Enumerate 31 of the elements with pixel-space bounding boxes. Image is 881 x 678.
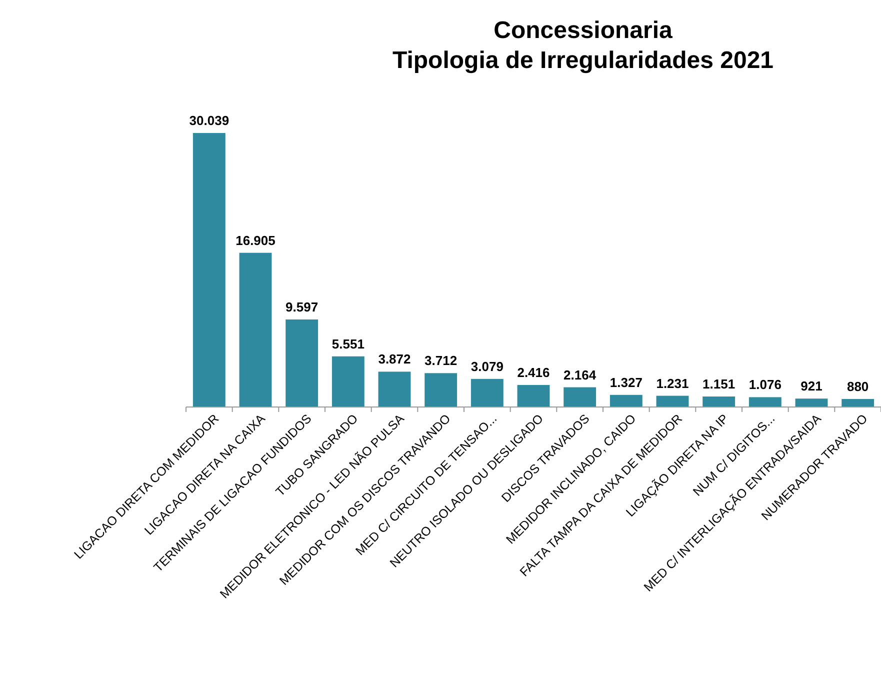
bar xyxy=(610,394,642,407)
data-label: 3.872 xyxy=(378,352,411,367)
data-label: 1.151 xyxy=(702,376,736,392)
data-label: 880 xyxy=(846,378,869,394)
data-label: 1.231 xyxy=(656,376,689,391)
bar xyxy=(748,397,782,407)
data-label: 2.164 xyxy=(564,367,597,382)
data-label: 2.416 xyxy=(517,364,550,380)
data-label: 1.327 xyxy=(610,374,642,390)
data-label: 5.551 xyxy=(332,336,364,352)
data-label: 921 xyxy=(800,378,822,394)
data-label: 9.597 xyxy=(286,299,318,314)
bar xyxy=(702,396,736,407)
bar xyxy=(564,387,596,407)
data-label: 16.905 xyxy=(236,232,276,248)
bar xyxy=(470,378,504,407)
bar xyxy=(656,396,689,407)
data-label: 1.076 xyxy=(748,377,782,392)
data-label: 3.712 xyxy=(424,353,458,368)
bar xyxy=(378,372,411,407)
bar xyxy=(332,356,364,407)
bar xyxy=(286,319,318,407)
bar xyxy=(192,133,226,407)
bar xyxy=(239,252,272,407)
data-label: 3.079 xyxy=(470,358,504,374)
bar xyxy=(517,384,550,407)
bar xyxy=(795,398,828,407)
chart-title: Concessionaria Tipologia de Irregularidades 2021 xyxy=(392,17,774,74)
bar xyxy=(424,373,458,407)
bar xyxy=(842,398,874,407)
data-label: 30.039 xyxy=(189,113,230,128)
